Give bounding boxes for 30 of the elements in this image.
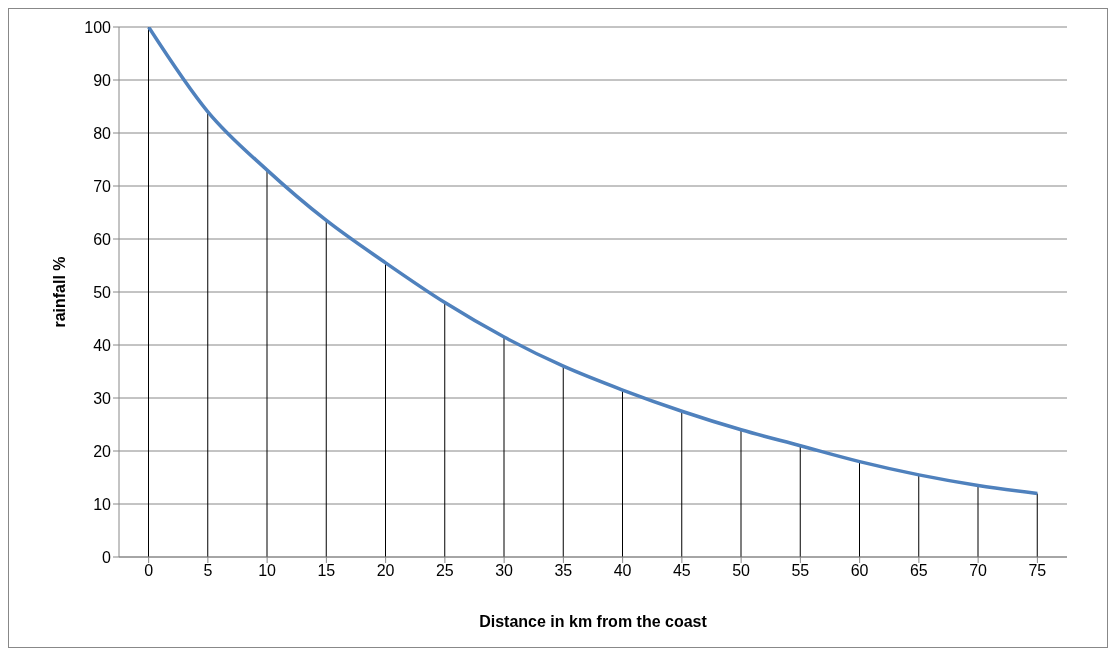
y-tick-label: 30 [93, 389, 112, 407]
x-tick-label: 30 [495, 562, 514, 580]
x-tick-label: 65 [909, 562, 928, 580]
x-tick-label: 35 [554, 562, 573, 580]
y-tick-label: 0 [102, 548, 112, 566]
y-tick-label: 100 [84, 18, 112, 36]
y-tick-label: 10 [93, 495, 112, 513]
x-tick-label: 40 [613, 562, 632, 580]
x-tick-label: 55 [791, 562, 810, 580]
x-axis-title: Distance in km from the coast [479, 613, 708, 630]
y-tick-label: 40 [93, 336, 112, 354]
x-tick-label: 70 [969, 562, 988, 580]
x-tick-label: 50 [732, 562, 751, 580]
x-tick-label: 75 [1028, 562, 1047, 580]
x-tick-label: 60 [850, 562, 869, 580]
x-tick-label: 25 [435, 562, 454, 580]
y-axis-title: rainfall % [50, 256, 68, 328]
y-tick-label: 70 [93, 177, 112, 195]
x-tick-label: 5 [203, 562, 213, 580]
y-tick-label: 90 [93, 71, 112, 89]
x-tick-label: 10 [258, 562, 277, 580]
y-tick-label: 20 [93, 442, 112, 460]
x-tick-label: 45 [672, 562, 691, 580]
y-tick-label: 60 [93, 230, 112, 248]
y-tick-label: 50 [93, 283, 112, 301]
line-series [146, 27, 1040, 496]
y-tick-label: 80 [93, 124, 112, 142]
x-tick-label: 20 [376, 562, 395, 580]
x-tick-label: 15 [317, 562, 336, 580]
x-tick-label: 0 [144, 562, 154, 580]
